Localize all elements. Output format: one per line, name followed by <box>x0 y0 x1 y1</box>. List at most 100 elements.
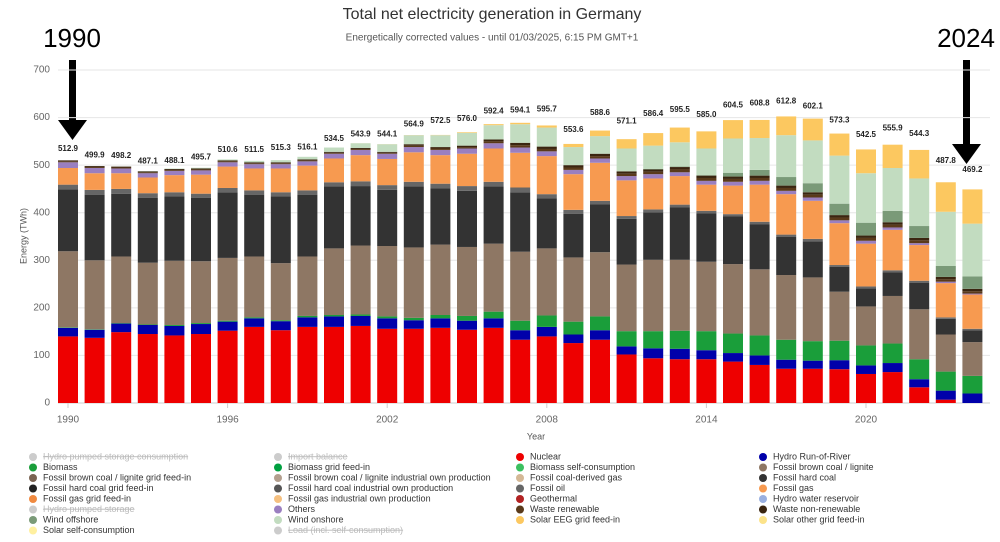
bar-segment <box>935 371 956 391</box>
bar-segment <box>350 245 371 315</box>
legend-marker <box>759 484 767 493</box>
bar-segment <box>749 184 770 222</box>
y-tick-label: 400 <box>33 207 50 218</box>
y-tick-label: 300 <box>33 255 50 266</box>
bar-segment <box>669 172 690 177</box>
bar-segment <box>723 172 743 177</box>
bar-segment <box>696 331 717 351</box>
bar-segment <box>244 168 265 191</box>
arrow <box>58 60 981 164</box>
bar-segment <box>483 124 504 126</box>
bar-segment <box>324 314 344 317</box>
total-label: 572.5 <box>430 116 451 125</box>
bar-segment <box>111 188 132 194</box>
bar-segment <box>270 321 291 331</box>
legend-item[interactable]: Fossil hard coal <box>759 472 836 482</box>
bar-segment <box>483 143 504 149</box>
legend-item[interactable]: Import balance <box>274 451 348 461</box>
legend-label: Fossil brown coal / lignite <box>773 462 874 472</box>
legend-item[interactable]: Biomass <box>29 462 78 472</box>
bar-segment <box>962 288 983 292</box>
legend-label: Waste renewable <box>530 504 599 514</box>
legend-item[interactable]: Solar EEG grid feed-in <box>516 514 620 524</box>
legend-item[interactable]: Others <box>274 504 316 514</box>
bar-segment <box>164 196 185 261</box>
legend-item[interactable]: Fossil brown coal / lignite industrial o… <box>274 472 491 482</box>
legend-item[interactable]: Fossil brown coal / lignite grid feed-in <box>29 472 191 482</box>
bar-segment <box>483 327 504 403</box>
bar-segment <box>696 131 717 149</box>
x-tick-label: 2002 <box>376 415 399 426</box>
legend-item[interactable]: Fossil coal-derived gas <box>516 472 623 482</box>
bar-segment <box>749 169 770 176</box>
bar-segment <box>111 323 132 333</box>
bar-segment <box>457 329 477 403</box>
bar-segment <box>430 148 451 150</box>
bar-segment <box>191 324 211 335</box>
annotation: 2024 <box>937 23 995 53</box>
legend-label: Hydro Run-of-River <box>773 451 851 461</box>
bar-segment <box>909 245 930 281</box>
bar-segment <box>829 155 850 204</box>
bar-segment <box>403 181 424 187</box>
y-tick-label: 500 <box>33 160 50 171</box>
bar-segment <box>297 194 318 257</box>
legend-item[interactable]: Nuclear <box>516 451 561 461</box>
legend-item[interactable]: Fossil hard coal industrial own producti… <box>274 483 453 493</box>
bar-segment <box>483 141 504 144</box>
legend-label: Fossil hard coal grid feed-in <box>43 483 154 493</box>
bar-segment <box>882 272 903 296</box>
bar-segment <box>137 324 158 335</box>
bar-segment <box>191 197 211 262</box>
bar-segment <box>590 330 610 340</box>
legend-item[interactable]: Fossil brown coal / lignite <box>759 462 874 472</box>
bar-segment <box>882 224 903 228</box>
legend-item[interactable]: Solar other grid feed-in <box>759 514 865 524</box>
legend-item[interactable]: Biomass self-consumption <box>516 462 635 472</box>
bar-segment <box>377 151 398 153</box>
legend-marker <box>759 463 767 472</box>
legend-item[interactable]: Biomass grid feed-in <box>274 462 370 472</box>
bar-segment <box>802 277 823 342</box>
legend-item[interactable]: Hydro pumped storage <box>29 504 135 514</box>
legend-item[interactable]: Geothermal <box>516 493 577 503</box>
legend-item[interactable]: Fossil gas <box>759 483 814 493</box>
bar-segment <box>669 330 690 349</box>
legend-item[interactable]: Solar self-consumption <box>29 525 135 535</box>
legend-item[interactable]: Fossil gas industrial own production <box>274 493 431 503</box>
x-tick-label: 2008 <box>536 415 559 426</box>
legend-item[interactable]: Waste non-renewable <box>759 504 860 514</box>
bar-segment <box>935 182 956 212</box>
legend-label: Hydro water reservoir <box>773 493 859 503</box>
legend-label: Fossil brown coal / lignite grid feed-in <box>43 472 191 482</box>
legend-item[interactable]: Fossil hard coal grid feed-in <box>29 483 154 493</box>
bar-segment <box>58 184 78 190</box>
legend-item[interactable]: Wind offshore <box>29 514 98 524</box>
bar-segment <box>882 210 903 223</box>
legend-item[interactable]: Waste renewable <box>516 504 599 514</box>
legend-item[interactable]: Load (incl. self-consumption) <box>274 525 403 535</box>
bar-segment <box>350 314 371 316</box>
legend-item[interactable]: Fossil gas grid feed-in <box>29 493 131 503</box>
total-label: 585.0 <box>696 110 717 119</box>
bar-segment <box>430 318 451 328</box>
legend-item[interactable]: Hydro water reservoir <box>759 493 859 503</box>
legend-label: Solar EEG grid feed-in <box>530 514 620 524</box>
legend-item[interactable]: Fossil oil <box>516 483 565 493</box>
legend-item[interactable]: Hydro Run-of-River <box>759 451 851 461</box>
bar-segment <box>669 259 690 331</box>
bar-segment <box>350 325 371 403</box>
legend-marker <box>29 516 37 524</box>
legend-item[interactable]: Wind onshore <box>274 514 344 524</box>
bar-segment <box>723 333 743 354</box>
legend-item[interactable]: Hydro pumped storage consumption <box>29 451 188 461</box>
bar-segment <box>84 189 105 195</box>
legend-label: Biomass self-consumption <box>530 462 635 472</box>
bar-segment <box>58 167 78 185</box>
bar-segment <box>217 320 238 322</box>
total-label: 553.6 <box>563 125 584 134</box>
bar-segment <box>217 162 238 167</box>
bar-segment <box>297 190 318 195</box>
legend-label: Solar other grid feed-in <box>773 514 865 524</box>
bar-segment <box>164 169 185 171</box>
